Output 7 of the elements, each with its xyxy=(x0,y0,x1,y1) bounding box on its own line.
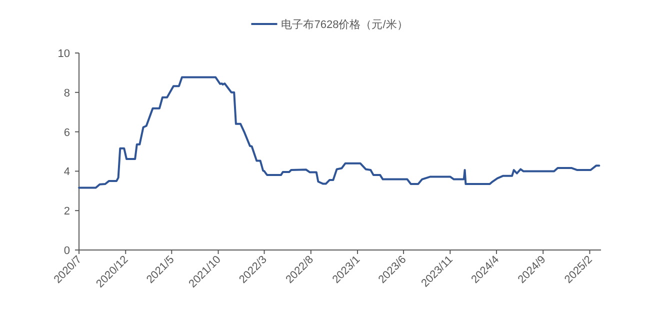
y-tick-label: 4 xyxy=(64,166,70,178)
y-tick-label: 8 xyxy=(64,87,70,100)
legend-label: 电子布7628价格（元/米） xyxy=(281,18,408,31)
y-tick-label: 6 xyxy=(64,126,70,139)
y-tick-label: 2 xyxy=(64,206,70,218)
y-tick-label: 10 xyxy=(58,48,70,60)
y-tick-label: 0 xyxy=(64,245,70,257)
